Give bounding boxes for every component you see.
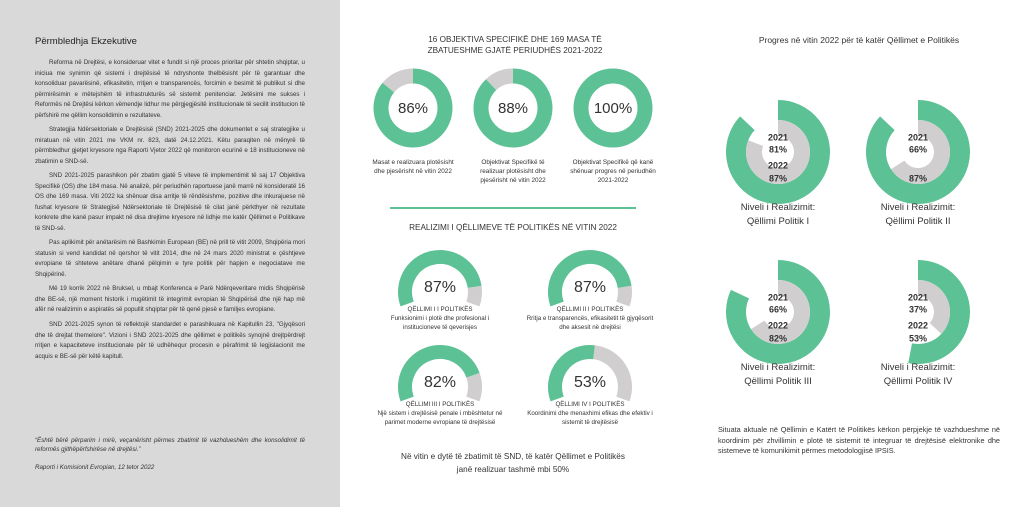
ring-label: 53% (909, 333, 927, 343)
goals-footer: Në vitin e dytë të zbatimit të SND, të k… (401, 452, 625, 474)
ring-year: 2021 (908, 132, 928, 142)
paragraph: SND 2021-2025 synon të reflektojë standa… (35, 321, 305, 360)
ring-outer (726, 100, 830, 204)
paragraph: Reforma në Drejtësi, e konsideruar vitet… (35, 59, 305, 119)
gauge-label: 53% (574, 374, 606, 391)
gauge-value (548, 250, 632, 307)
section-title: Progres në vitin 2022 për të katër Qëlli… (758, 35, 960, 45)
goal-name: QËLLIMI I I POLITIKËS (407, 306, 473, 313)
ring-outer (866, 100, 970, 204)
gauge-label: 82% (424, 374, 456, 391)
section-title: 16 OBJEKTIVA SPECIFIKË DHE 169 MASA TË Z… (427, 35, 603, 55)
gauge-rest (466, 285, 482, 307)
gauge-value (548, 345, 595, 402)
ring-inner (750, 280, 810, 344)
goal-name: Qëllimi Politik I (746, 216, 810, 227)
gauge-rest (466, 372, 482, 402)
gauge-value (398, 345, 480, 402)
goal-desc: Koordinimi dhe menaxhimi efikas dhe efek… (527, 410, 653, 426)
donut-label: 100% (594, 100, 632, 117)
ring-inner (917, 280, 950, 334)
donut-caption: Objektivat Specifikë të realizuar plotës… (480, 159, 546, 184)
goal-name: Qëllimi Politik IV (883, 376, 953, 387)
goal-level: Niveli i Realizimit: (740, 202, 816, 213)
goal-name: Qëllimi Politik II (885, 216, 951, 227)
goal-name: QËLLIMI II I POLITIKËS (556, 306, 624, 313)
goal-level: Niveli i Realizimit: (740, 362, 816, 373)
paragraph: Strategjia Ndërsektoriale e Drejtësisë (… (35, 126, 305, 165)
gauge-label: 87% (574, 279, 606, 296)
section-title: REALIZIMI I QËLLIMEVE TË POLITIKËS NË VI… (409, 223, 617, 232)
donut-caption: Objektivat Specifikë që kanë shënuar pro… (570, 159, 656, 184)
ring-year: 2022 (768, 160, 788, 170)
goal-level: Niveli i Realizimit: (880, 362, 956, 373)
goal-desc: Rritja e transparencës, efikasitetit të … (526, 315, 654, 331)
goal-desc: Funksionimi i plotë dhe profesional i in… (390, 315, 490, 331)
ring-year: 2021 (768, 292, 788, 302)
donut-caption: Masat e realizuara plotësisht dhe pjesër… (372, 159, 454, 175)
quote: “Është bërë përparim i mirë, veçanërisht… (35, 437, 305, 453)
gauge-rest (592, 345, 632, 402)
donut-label: 86% (398, 100, 428, 117)
gauge-value (398, 250, 482, 307)
gauge-rest (616, 285, 632, 307)
section-title: Përmbledhja Ekzekutive (35, 36, 137, 47)
ring-label: 81% (769, 144, 787, 154)
donut-value (373, 68, 453, 148)
ring-outer (908, 260, 970, 364)
goal-desc: Një sistem i drejtësisë penale i mbështe… (377, 410, 503, 426)
quote-source: Raporti i Komisionit Evropian, 12 tetor … (35, 464, 155, 471)
ring-year: 2021 (768, 132, 788, 142)
ring-label: 37% (909, 304, 927, 314)
paragraph: Më 19 korrik 2022 në Bruksel, u mbajt Ko… (35, 285, 305, 313)
ring-inner (890, 120, 950, 184)
ring-inner (746, 120, 810, 184)
goal-name: Qëllimi Politik III (744, 376, 812, 387)
ring-label: 82% (769, 333, 787, 343)
gauge-label: 87% (424, 279, 456, 296)
paragraph: Pas aplikimit për anëtarësim në Bashkimi… (35, 239, 305, 278)
goal-name: QËLLIMI IV I POLITIKËS (555, 401, 625, 408)
donut-label: 88% (498, 100, 528, 117)
ring-label: 87% (769, 173, 787, 183)
ring-label: 66% (909, 144, 927, 154)
donut-rest (382, 68, 414, 93)
donut-value (573, 68, 653, 148)
progress-note: Situata aktuale në Qëllimin e Katërt të … (718, 425, 1000, 455)
ring-year: 2022 (908, 320, 928, 330)
goal-name: QËLLIMI III I POLITIKËS (405, 401, 475, 408)
ring-year: 2022 (768, 320, 788, 330)
goal-level: Niveli i Realizimit: (880, 202, 956, 213)
ring-outer (726, 260, 830, 364)
ring-label: 66% (769, 304, 787, 314)
paragraph: SND 2021-2025 parashikon për zbatim gjat… (35, 172, 305, 232)
ring-label: 87% (909, 173, 927, 183)
donut-rest (485, 68, 514, 91)
ring-year: 2021 (908, 292, 928, 302)
donut-value (473, 68, 553, 148)
summary-panel (0, 0, 340, 507)
